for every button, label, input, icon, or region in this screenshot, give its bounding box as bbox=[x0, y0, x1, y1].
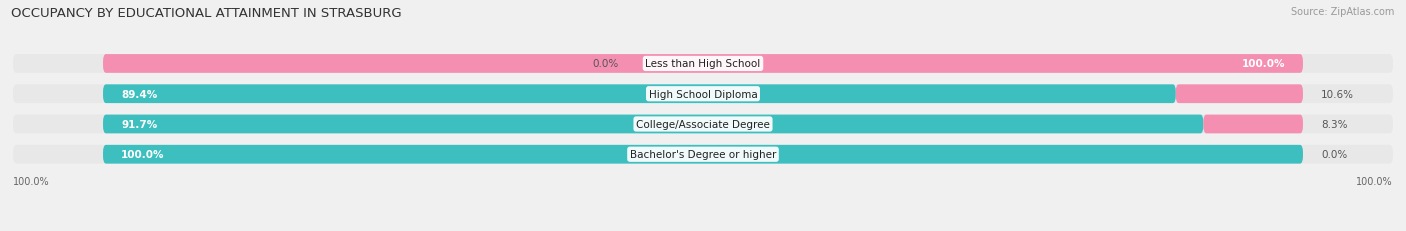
Text: College/Associate Degree: College/Associate Degree bbox=[636, 119, 770, 129]
Text: High School Diploma: High School Diploma bbox=[648, 89, 758, 99]
Text: 100.0%: 100.0% bbox=[1357, 176, 1393, 186]
Text: 0.0%: 0.0% bbox=[593, 59, 619, 69]
FancyBboxPatch shape bbox=[103, 85, 1175, 104]
Text: 0.0%: 0.0% bbox=[1322, 150, 1347, 160]
FancyBboxPatch shape bbox=[103, 115, 1204, 134]
Text: 100.0%: 100.0% bbox=[121, 150, 165, 160]
FancyBboxPatch shape bbox=[103, 55, 1303, 73]
Text: 100.0%: 100.0% bbox=[1241, 59, 1285, 69]
FancyBboxPatch shape bbox=[13, 55, 1393, 73]
FancyBboxPatch shape bbox=[13, 145, 1393, 164]
Text: Bachelor's Degree or higher: Bachelor's Degree or higher bbox=[630, 150, 776, 160]
Text: 10.6%: 10.6% bbox=[1322, 89, 1354, 99]
Text: Less than High School: Less than High School bbox=[645, 59, 761, 69]
Text: OCCUPANCY BY EDUCATIONAL ATTAINMENT IN STRASBURG: OCCUPANCY BY EDUCATIONAL ATTAINMENT IN S… bbox=[11, 7, 402, 20]
Text: 91.7%: 91.7% bbox=[121, 119, 157, 129]
Text: 8.3%: 8.3% bbox=[1322, 119, 1347, 129]
FancyBboxPatch shape bbox=[1204, 115, 1303, 134]
Text: Source: ZipAtlas.com: Source: ZipAtlas.com bbox=[1291, 7, 1395, 17]
FancyBboxPatch shape bbox=[13, 115, 1393, 134]
FancyBboxPatch shape bbox=[103, 145, 1303, 164]
Text: 89.4%: 89.4% bbox=[121, 89, 157, 99]
Text: 100.0%: 100.0% bbox=[13, 176, 49, 186]
FancyBboxPatch shape bbox=[1175, 85, 1303, 104]
FancyBboxPatch shape bbox=[13, 85, 1393, 104]
